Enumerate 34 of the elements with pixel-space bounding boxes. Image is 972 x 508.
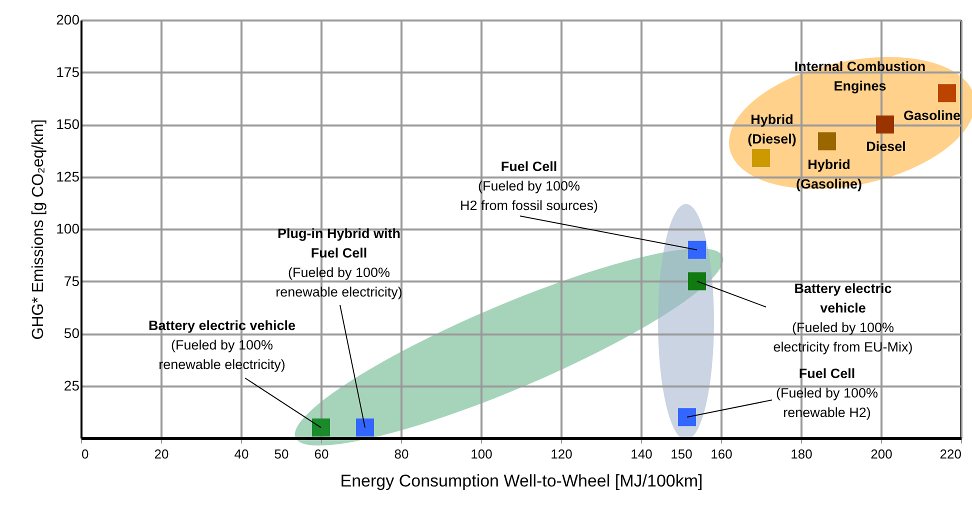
annotation: Plug-in Hybrid with Fuel Cell (Fueled by 100% renewable electricity) xyxy=(276,226,402,300)
x-tick-label: 180 xyxy=(790,446,812,462)
annotation: Diesel xyxy=(866,139,906,154)
y-tick-label: 50 xyxy=(64,325,80,341)
x-tick-label: 60 xyxy=(314,446,329,462)
y-tick-label: 150 xyxy=(56,116,80,132)
annotation: Battery electric vehicle (Fueled by 100% electricity from EU-Mix) xyxy=(773,281,913,354)
y-tick-label: 100 xyxy=(56,220,80,236)
y-tick-label: 175 xyxy=(56,64,80,80)
x-tick-label: 200 xyxy=(870,446,892,462)
annotation: Fuel Cell (Fueled by 100% renewable H2) xyxy=(776,366,878,420)
y-axis-title: GHG* Emissions [g CO₂eq/km] xyxy=(30,119,48,340)
annotation: Gasoline xyxy=(903,108,961,123)
x-tick-label: 50 xyxy=(274,446,289,462)
x-tick-label: 220 xyxy=(940,446,962,462)
x-tick-label: 150 xyxy=(670,446,692,462)
x-tick-label: 140 xyxy=(630,446,652,462)
annotation: Hybrid (Diesel) xyxy=(748,112,796,146)
x-tick-label: 20 xyxy=(154,446,169,462)
x-tick-label: 160 xyxy=(710,446,732,462)
x-tick-label: 0 xyxy=(82,446,89,462)
annotation: Hybrid (Gasoline) xyxy=(796,157,862,192)
x-tick-label: 100 xyxy=(470,446,492,462)
y-tick-label: 75 xyxy=(64,272,80,289)
annotation: Fuel Cell (Fueled by 100% H2 from fossil sources) xyxy=(460,159,598,213)
y-tick-label: 25 xyxy=(64,377,80,394)
x-tick-label: 80 xyxy=(394,446,409,462)
annotation: Battery electric vehicle (Fueled by 100% renewable electricity) xyxy=(148,318,296,372)
x-axis-title: Energy Consumption Well-to-Wheel [MJ/100km] xyxy=(340,472,703,490)
y-tick-label: 200 xyxy=(56,12,80,28)
y-tick-label: 125 xyxy=(56,168,80,184)
x-tick-label: 40 xyxy=(234,446,249,462)
x-tick-label: 120 xyxy=(550,446,572,462)
annotation: Internal Combustion Engines xyxy=(794,59,926,94)
